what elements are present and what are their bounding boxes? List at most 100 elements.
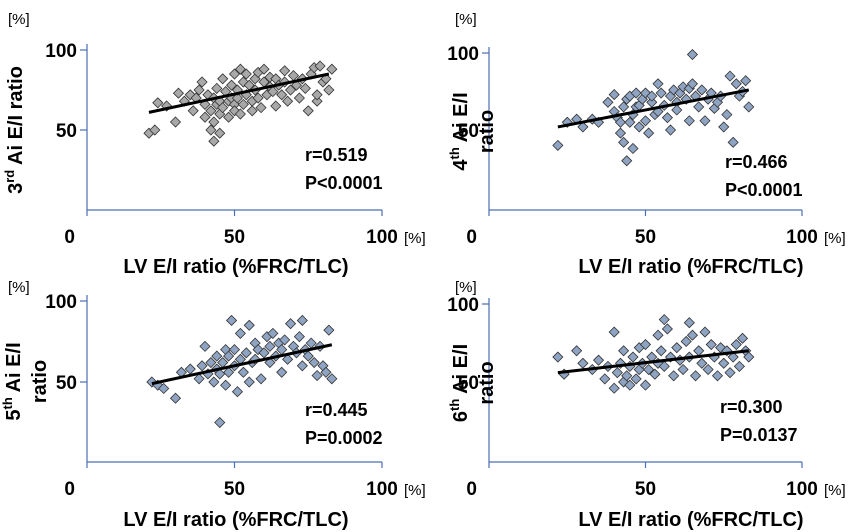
data-point [158,382,170,395]
data-point [552,139,564,151]
data-point [302,350,314,362]
data-point [655,87,667,99]
panel-3rd-ai: 50 100 0 50 100 [%] [%] r=0.519 P<0.0001 LV E/I r… [2,11,426,278]
correlation-r: r=0.466 [725,152,788,172]
data-point [646,90,658,102]
x-tick-label: 100 [366,227,398,248]
data-point [308,356,320,369]
data-point [252,92,264,104]
data-point [205,105,217,117]
data-point [169,116,182,128]
data-point [733,360,745,372]
data-point [223,366,235,378]
data-point [220,379,232,391]
data-point [743,101,755,113]
data-point [718,357,730,369]
data-point [643,127,655,139]
y-tick-label: 50 [458,121,479,142]
data-point [614,127,627,139]
data-point [152,97,164,109]
data-point [240,347,252,359]
data-point [627,351,639,363]
y-axis-label-line2: ratio [476,110,498,153]
y-axis-label: 6th Ai E/I [447,344,472,422]
data-point [223,111,235,123]
data-point [326,373,338,385]
data-point [196,360,208,372]
data-point [193,373,205,385]
data-point [234,327,246,339]
correlation-r: r=0.445 [305,400,368,420]
data-point [721,109,733,121]
data-point [633,121,645,133]
data-point [231,386,244,398]
y-axis-label: 4th Ai E/I [447,92,472,170]
data-point [702,363,714,376]
y-label-ordinal: 4 [450,159,472,171]
y-tick-label: 100 [45,41,77,62]
data-point [652,78,664,90]
data-point [237,366,249,378]
panel-5th-ai: 50 100 0 50 100 [%] [%] r=0.445 P=0.0002 LV E/I r… [0,279,426,531]
data-point [639,338,652,351]
data-point [639,379,652,391]
data-point [217,73,229,85]
x-unit-label: [%] [824,230,846,247]
x-tick-label: 0 [466,227,477,248]
data-point [577,357,589,369]
data-point [592,354,605,366]
data-point [724,70,736,82]
data-point [228,344,241,356]
data-point [314,60,326,72]
y-axis-label-group: 5th Ai E/I ratio [0,342,51,420]
data-point [267,327,279,339]
data-point [267,86,279,98]
y-axis-label-line2: ratio [29,360,51,403]
x-tick-label: 100 [786,479,818,500]
data-point [614,116,627,128]
data-point [208,376,220,388]
data-point [711,370,724,382]
y-label-superscript: th [0,397,15,409]
y-label-text: Ai E/I ratio [5,66,27,170]
data-point [196,76,208,88]
data-point [284,84,297,96]
data-point [237,98,249,110]
data-point [211,350,223,362]
y-label-ordinal: 3 [5,183,27,194]
data-point [577,121,589,133]
data-point [608,382,620,394]
x-tick-label: 50 [635,227,656,248]
data-point [240,68,252,80]
y-label-superscript: th [447,147,462,159]
y-unit-label: [%] [455,279,477,296]
data-point [258,347,270,359]
data-point [255,102,267,114]
data-point [205,356,217,369]
data-point [258,63,270,75]
data-point [211,82,223,94]
data-point [686,329,699,341]
x-tick-label: 50 [224,227,245,248]
data-point [246,105,258,117]
y-axis-label-line2: ratio [476,361,498,404]
data-point [718,121,730,133]
x-axis-label: LV E/I ratio (%FRC/TLC) [578,256,803,278]
x-unit-label: [%] [404,482,426,499]
p-value: P=0.0137 [720,425,798,445]
data-point [225,314,238,327]
data-point [282,353,294,365]
data-point [630,87,642,99]
x-tick-label: 100 [366,479,398,500]
data-point [234,108,246,120]
data-point [655,345,667,357]
data-point [608,326,620,338]
y-unit-label: [%] [8,279,30,296]
data-point [683,317,695,329]
data-point [296,314,308,327]
correlation-r: r=0.519 [305,145,368,165]
x-axis-label: LV E/I ratio (%FRC/TLC) [578,509,803,531]
data-point [323,84,335,96]
data-point [199,340,211,352]
